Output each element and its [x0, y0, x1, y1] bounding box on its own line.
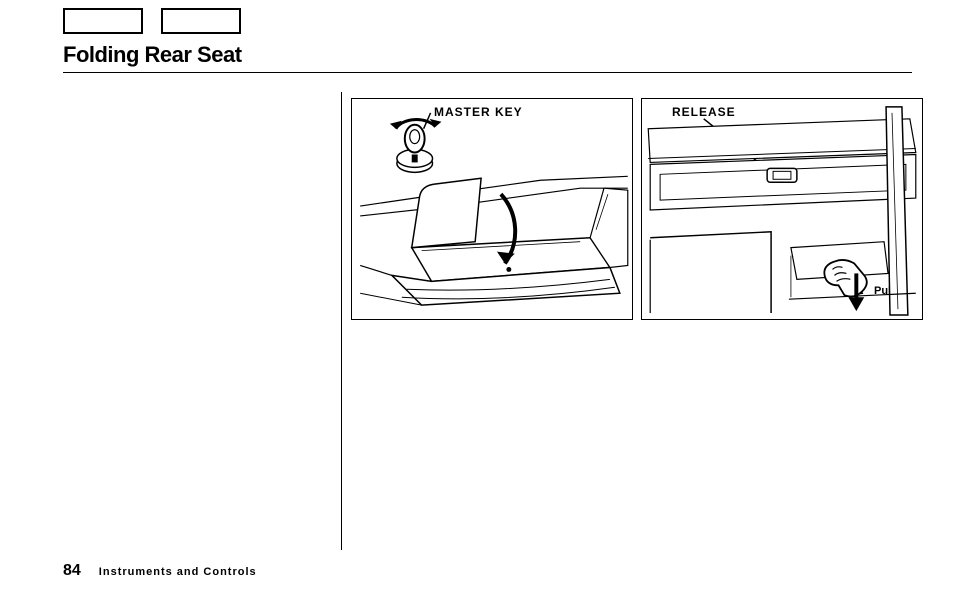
page-number: 84	[63, 562, 81, 580]
title-rule	[63, 72, 912, 73]
section-name: Instruments and Controls	[99, 566, 257, 578]
page-title: Folding Rear Seat	[63, 42, 242, 68]
page-footer: 84 Instruments and Controls	[63, 562, 257, 580]
top-blank-boxes	[63, 8, 241, 34]
content-area: MASTER KEY	[63, 92, 933, 550]
figure-master-key: MASTER KEY	[351, 98, 633, 320]
column-divider	[341, 92, 342, 550]
blank-box-1	[63, 8, 143, 34]
figure-release: RELEASE Pull	[641, 98, 923, 320]
manual-page: Folding Rear Seat MASTER KEY	[0, 0, 954, 610]
seat-fold-illustration	[352, 99, 632, 319]
release-illustration	[642, 99, 922, 319]
blank-box-2	[161, 8, 241, 34]
